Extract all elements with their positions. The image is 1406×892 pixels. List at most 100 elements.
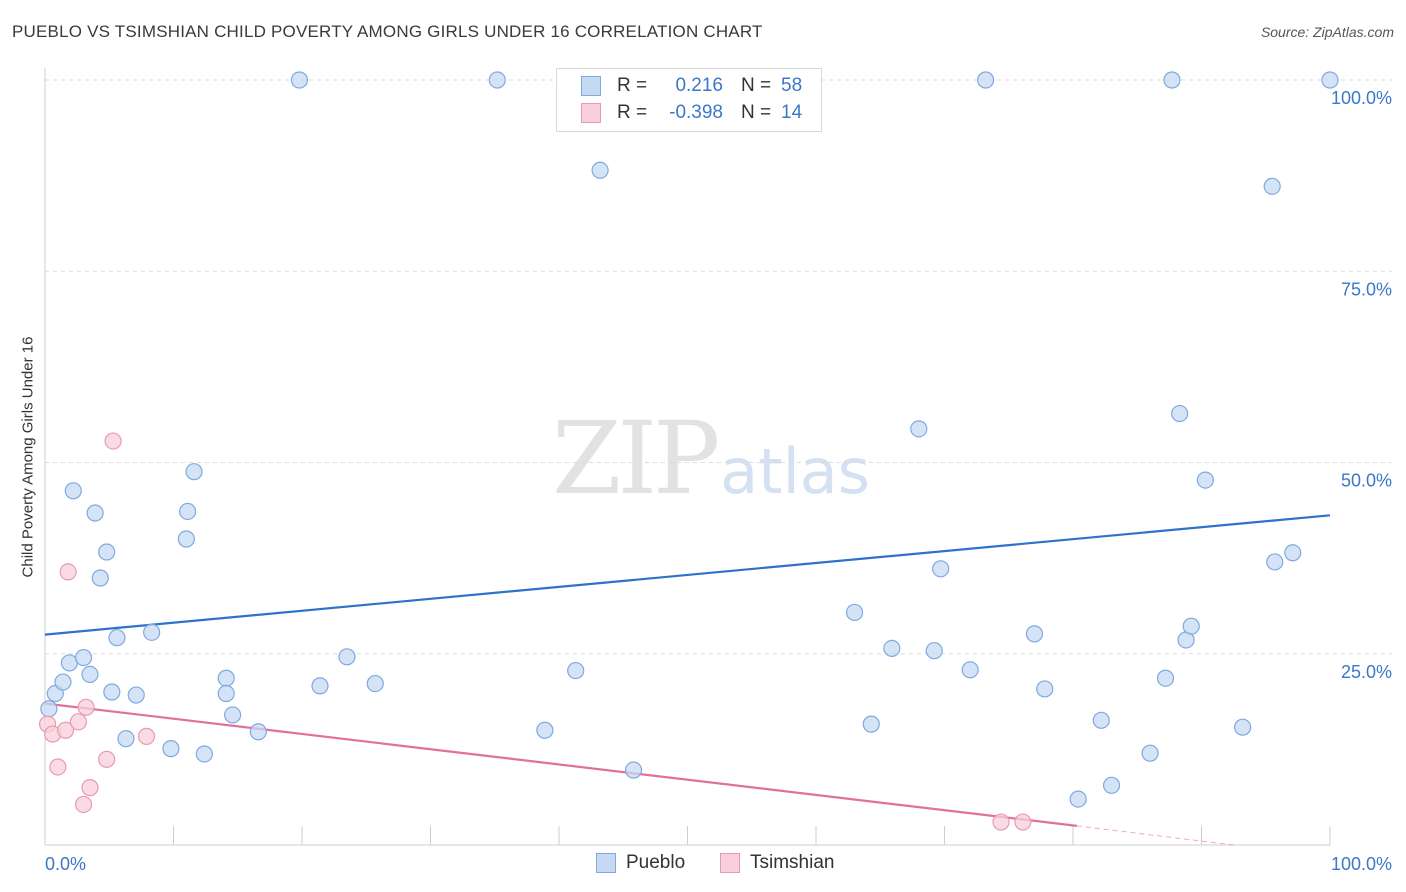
point-tsimshian <box>77 698 95 716</box>
point-pueblo <box>64 482 82 500</box>
point-tsimshian <box>69 713 88 731</box>
point-pueblo <box>1321 71 1339 89</box>
point-pueblo <box>74 648 93 667</box>
trend-line-tsimshian <box>1076 825 1234 846</box>
point-pueblo <box>1263 177 1281 195</box>
point-pueblo <box>961 661 979 679</box>
point-pueblo <box>1156 669 1175 687</box>
bottom-legend-swatch-pueblo <box>596 853 616 873</box>
trend-lines <box>44 514 1331 846</box>
point-pueblo <box>591 161 609 179</box>
point-tsimshian <box>59 563 77 581</box>
watermark-zip: ZIP <box>552 400 720 517</box>
legend-row-tsimshian: R = -0.398 N = 14 <box>581 101 802 125</box>
point-pueblo <box>1234 718 1252 736</box>
point-pueblo <box>1266 553 1284 571</box>
trend-line-tsimshian <box>44 702 1077 827</box>
point-pueblo <box>143 623 161 641</box>
bottom-legend-pueblo: Pueblo <box>596 852 685 874</box>
legend-n-label: N = <box>741 75 772 96</box>
point-pueblo <box>862 715 880 733</box>
point-pueblo <box>883 639 901 657</box>
trend-line-pueblo <box>44 514 1331 636</box>
bottom-legend-label-pueblo: Pueblo <box>626 852 686 873</box>
point-pueblo <box>117 730 135 748</box>
legend-r-value: -0.398 <box>669 102 723 123</box>
point-pueblo <box>217 669 235 687</box>
legend-row-pueblo: R = 0.216 N = 58 <box>581 74 802 98</box>
point-pueblo <box>1036 680 1054 698</box>
point-pueblo <box>1025 625 1044 643</box>
point-pueblo <box>1171 404 1189 423</box>
x-tick-label: 100.0% <box>1331 854 1392 874</box>
point-pueblo <box>40 700 58 718</box>
point-pueblo <box>224 706 242 724</box>
tick-labels: 25.0% 50.0% 75.0% 100.0% 0.0% 100.0% <box>45 88 1392 874</box>
point-tsimshian <box>992 813 1010 831</box>
grid-lines <box>45 79 1392 655</box>
chart-title: PUEBLO VS TSIMSHIAN CHILD POVERTY AMONG … <box>12 22 763 41</box>
point-pueblo <box>91 569 109 587</box>
point-pueblo <box>54 673 72 691</box>
legend-n-value: 14 <box>781 102 803 123</box>
point-tsimshian <box>104 432 122 450</box>
point-tsimshian <box>74 795 93 814</box>
legend-r-label: R = <box>617 102 648 123</box>
point-tsimshian <box>81 779 99 797</box>
point-pueblo <box>1141 744 1159 762</box>
y-tick-label: 75.0% <box>1341 279 1392 299</box>
point-tsimshian <box>98 750 116 768</box>
point-pueblo <box>567 661 585 680</box>
point-pueblo <box>162 740 180 758</box>
point-pueblo <box>1102 776 1121 794</box>
legend-n-label: N = <box>741 102 772 123</box>
point-pueblo <box>1284 544 1302 562</box>
point-pueblo <box>127 686 145 704</box>
y-tick-label: 100.0% <box>1331 88 1392 108</box>
legend-r-value: 0.216 <box>675 75 723 96</box>
point-pueblo <box>217 684 235 703</box>
legend-swatch-pueblo <box>581 76 601 96</box>
data-points <box>38 71 1339 831</box>
y-tick-label: 25.0% <box>1341 662 1392 682</box>
watermark: ZIPatlas <box>552 400 870 517</box>
legend-swatch-tsimshian <box>581 103 601 123</box>
point-pueblo <box>103 683 121 701</box>
legend-r-label: R = <box>617 75 648 96</box>
point-pueblo <box>366 674 384 693</box>
point-tsimshian <box>1014 813 1032 831</box>
legend-n-value: 58 <box>781 75 803 96</box>
point-pueblo <box>195 745 213 763</box>
point-pueblo <box>488 71 506 89</box>
point-pueblo <box>1196 471 1214 489</box>
point-pueblo <box>290 71 309 89</box>
point-pueblo <box>1182 617 1200 635</box>
point-pueblo <box>179 502 197 521</box>
point-pueblo <box>81 665 99 684</box>
point-pueblo <box>977 71 995 89</box>
axes <box>44 68 1331 846</box>
point-tsimshian <box>56 721 75 739</box>
watermark-atlas: atlas <box>720 435 871 508</box>
x-tick-label: 0.0% <box>45 854 86 874</box>
y-tick-label: 50.0% <box>1341 471 1392 491</box>
point-pueblo <box>177 530 195 548</box>
point-pueblo <box>624 761 643 779</box>
point-pueblo <box>98 543 116 561</box>
point-pueblo <box>1163 71 1181 89</box>
point-pueblo <box>845 603 864 622</box>
point-pueblo <box>86 504 104 522</box>
point-pueblo <box>185 463 203 481</box>
point-tsimshian <box>137 727 156 745</box>
point-pueblo <box>932 560 950 578</box>
bottom-legend-label-tsimshian: Tsimshian <box>750 852 835 873</box>
point-pueblo <box>536 721 554 739</box>
point-pueblo <box>910 420 928 438</box>
point-pueblo <box>1069 790 1087 808</box>
point-pueblo <box>338 648 356 666</box>
bottom-legend-tsimshian: Tsimshian <box>720 852 834 874</box>
bottom-legend-swatch-tsimshian <box>720 853 740 873</box>
point-pueblo <box>108 629 126 647</box>
point-pueblo <box>249 723 267 741</box>
